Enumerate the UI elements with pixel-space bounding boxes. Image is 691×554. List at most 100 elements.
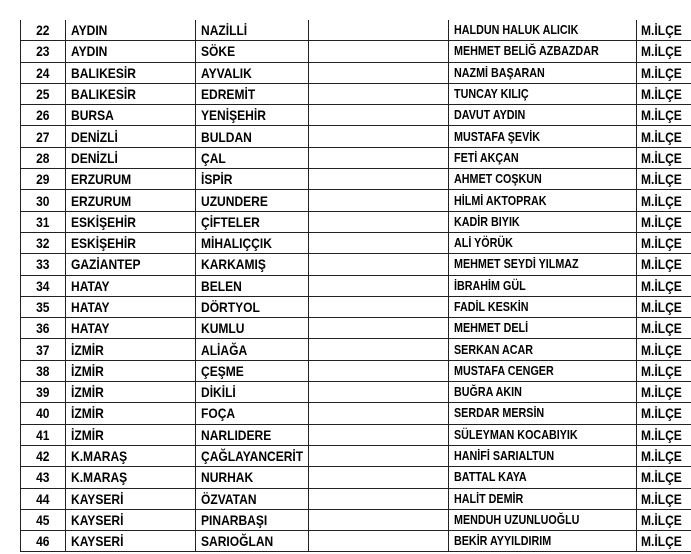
row-number: 30 <box>20 189 66 212</box>
person-name-cell: HANİFİ SARIALTUN <box>448 444 637 468</box>
row-number: 35 <box>20 295 66 319</box>
district-cell-text: DİKİLİ <box>201 384 236 401</box>
province-cell-text: K.MARAŞ <box>71 448 128 465</box>
type-cell-text: M.İLÇE <box>641 86 682 103</box>
row-number: 31 <box>20 210 66 233</box>
district-cell-text: ALİAĞA <box>201 341 248 358</box>
province-cell: DENİZLİ <box>65 146 196 170</box>
type-cell-text: M.İLÇE <box>641 384 682 401</box>
table-row: 30 ERZURUM UZUNDERE HİLMİ AKTOPRAK M.İLÇE <box>20 189 691 212</box>
province-cell: KAYSERİ <box>65 508 196 532</box>
empty-cell <box>308 295 449 319</box>
district-cell-text: ÇİFTELER <box>201 213 260 230</box>
row-number: 39 <box>20 381 66 404</box>
row-number-text: 33 <box>36 256 50 273</box>
row-number: 34 <box>20 274 66 297</box>
type-cell: M.İLÇE <box>636 82 691 106</box>
row-number-text: 36 <box>36 320 50 337</box>
type-cell: M.İLÇE <box>636 210 691 233</box>
person-name-cell: MEHMET DELİ <box>448 317 637 340</box>
row-number: 26 <box>20 104 66 127</box>
province-cell: AYDIN <box>65 20 196 42</box>
row-number-text: 34 <box>36 277 50 294</box>
table-row: 27 DENİZLİ BULDAN MUSTAFA ŞEVİK M.İLÇE <box>20 125 691 148</box>
type-cell-text: M.İLÇE <box>641 299 682 315</box>
table-row: 42 K.MARAŞ ÇAĞLAYANCERİT HANİFİ SARIALTUN M.… <box>20 444 691 468</box>
person-name-cell: HALİT DEMİR <box>448 487 637 510</box>
province-cell: İZMİR <box>65 423 196 446</box>
type-cell: M.İLÇE <box>636 40 691 63</box>
province-cell-text: AYDIN <box>71 43 108 60</box>
district-cell: NURHAK <box>195 466 309 489</box>
row-number-text: 22 <box>36 22 50 39</box>
row-number-text: 38 <box>36 362 50 379</box>
type-cell-text: M.İLÇE <box>641 469 682 486</box>
person-name-cell-text: FADİL KESKİN <box>454 300 529 314</box>
province-cell-text: HATAY <box>71 277 110 294</box>
type-cell: M.İLÇE <box>636 487 691 510</box>
person-name-cell: MEHMET SEYDİ YILMAZ <box>448 253 637 276</box>
person-name-cell-text: BATTAL KAYA <box>454 470 527 485</box>
district-cell: PINARBAŞI <box>195 508 309 532</box>
person-name-cell: SERDAR MERSİN <box>448 402 637 425</box>
empty-cell <box>308 189 449 212</box>
row-number: 27 <box>20 125 66 148</box>
person-name-cell-text: MEHMET DELİ <box>454 321 529 336</box>
district-cell: DİKİLİ <box>195 381 309 404</box>
person-name-cell-text: ALİ YÖRÜK <box>454 236 513 251</box>
table-row: 45 KAYSERİ PINARBAŞI MENDUH UZUNLUOĞLU M.İLÇ… <box>20 508 691 532</box>
row-number-text: 46 <box>36 533 50 550</box>
row-number: 46 <box>20 530 66 553</box>
type-cell: M.İLÇE <box>636 146 691 170</box>
person-name-cell-text: HALİT DEMİR <box>454 491 524 506</box>
empty-cell <box>308 317 449 340</box>
candidates-table: 22 AYDIN NAZİLLİ HALDUN HALUK ALICIK M.İLÇE 2… <box>20 20 691 553</box>
district-cell: ÇAL <box>195 146 309 170</box>
type-cell-text: M.İLÇE <box>641 256 682 273</box>
province-cell: K.MARAŞ <box>65 466 196 489</box>
person-name-cell-text: MUSTAFA CENGER <box>454 363 554 378</box>
district-cell-text: MİHALIÇÇIK <box>201 235 272 252</box>
type-cell-text: M.İLÇE <box>641 213 682 230</box>
district-cell-text: NURHAK <box>201 469 254 486</box>
table-row: 34 HATAY BELEN İBRAHİM GÜL M.İLÇE <box>20 274 691 297</box>
empty-cell <box>308 40 449 63</box>
empty-cell <box>308 338 449 361</box>
empty-cell <box>308 274 449 297</box>
empty-cell <box>308 381 449 404</box>
district-cell-text: YENİŞEHİR <box>201 107 266 124</box>
row-number-text: 40 <box>36 405 50 422</box>
type-cell-text: M.İLÇE <box>641 22 682 39</box>
district-cell: EDREMİT <box>195 82 309 106</box>
person-name-cell-text: SERDAR MERSİN <box>454 406 545 421</box>
table-row: 25 BALIKESİR EDREMİT TUNCAY KILIÇ M.İLÇE <box>20 82 691 106</box>
district-cell-text: UZUNDERE <box>201 192 268 209</box>
table-row: 35 HATAY DÖRTYOL FADİL KESKİN M.İLÇE <box>20 295 691 319</box>
empty-cell <box>308 82 449 106</box>
empty-cell <box>308 423 449 446</box>
table-body: 22 AYDIN NAZİLLİ HALDUN HALUK ALICIK M.İLÇE 2… <box>20 20 691 553</box>
person-name-cell: İBRAHİM GÜL <box>448 274 637 297</box>
empty-cell <box>308 359 449 383</box>
type-cell-text: M.İLÇE <box>641 277 682 294</box>
province-cell-text: AYDIN <box>71 22 108 39</box>
empty-cell <box>308 125 449 148</box>
district-cell-text: ÇAL <box>201 149 226 166</box>
person-name-cell: DAVUT AYDIN <box>448 104 637 127</box>
province-cell-text: K.MARAŞ <box>71 469 128 486</box>
type-cell-text: M.İLÇE <box>641 43 682 60</box>
district-cell: KUMLU <box>195 317 309 340</box>
province-cell: HATAY <box>65 295 196 319</box>
table-row: 22 AYDIN NAZİLLİ HALDUN HALUK ALICIK M.İLÇE <box>20 20 691 42</box>
table-row: 29 ERZURUM İSPİR AHMET COŞKUN M.İLÇE <box>20 168 691 191</box>
table-row: 31 ESKİŞEHİR ÇİFTELER KADİR BIYIK M.İLÇE <box>20 210 691 233</box>
empty-cell <box>308 530 449 553</box>
district-cell-text: ÇEŞME <box>201 362 244 379</box>
province-cell: K.MARAŞ <box>65 444 196 468</box>
table-row: 38 İZMİR ÇEŞME MUSTAFA CENGER M.İLÇE <box>20 359 691 383</box>
district-cell: YENİŞEHİR <box>195 104 309 127</box>
type-cell: M.İLÇE <box>636 359 691 383</box>
type-cell: M.İLÇE <box>636 61 691 84</box>
person-name-cell-text: BEKİR AYYILDIRIM <box>454 534 552 549</box>
province-cell: HATAY <box>65 317 196 340</box>
